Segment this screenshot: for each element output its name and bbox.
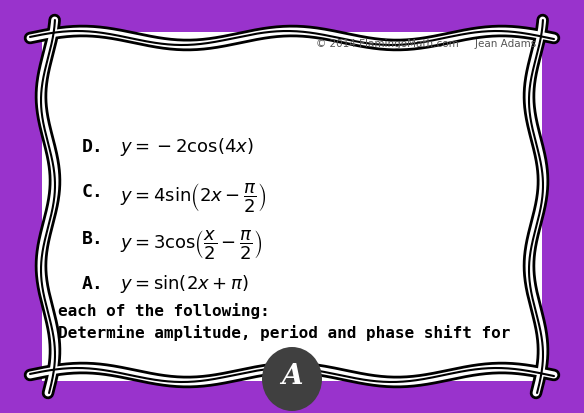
Ellipse shape	[262, 347, 322, 411]
Text: © 2014 FlamingoMath.com     Jean Adams: © 2014 FlamingoMath.com Jean Adams	[316, 39, 536, 49]
Text: $y = \sin(2x + \pi)$: $y = \sin(2x + \pi)$	[120, 273, 249, 295]
Text: A.: A.	[82, 275, 104, 293]
Text: Determine amplitude, period and phase shift for: Determine amplitude, period and phase sh…	[58, 325, 510, 341]
Text: C.: C.	[82, 183, 104, 201]
Text: D.: D.	[82, 138, 104, 156]
Text: $y = 4\sin\!\left(2x - \dfrac{\pi}{2}\right)$: $y = 4\sin\!\left(2x - \dfrac{\pi}{2}\ri…	[120, 181, 266, 214]
Text: $y = -2\cos(4x)$: $y = -2\cos(4x)$	[120, 136, 253, 158]
Text: each of the following:: each of the following:	[58, 303, 270, 319]
Text: $y = 3\cos\!\left(\dfrac{x}{2} - \dfrac{\pi}{2}\right)$: $y = 3\cos\!\left(\dfrac{x}{2} - \dfrac{…	[120, 228, 262, 261]
Text: B.: B.	[82, 230, 104, 248]
FancyBboxPatch shape	[42, 32, 542, 381]
Text: A: A	[281, 363, 303, 391]
